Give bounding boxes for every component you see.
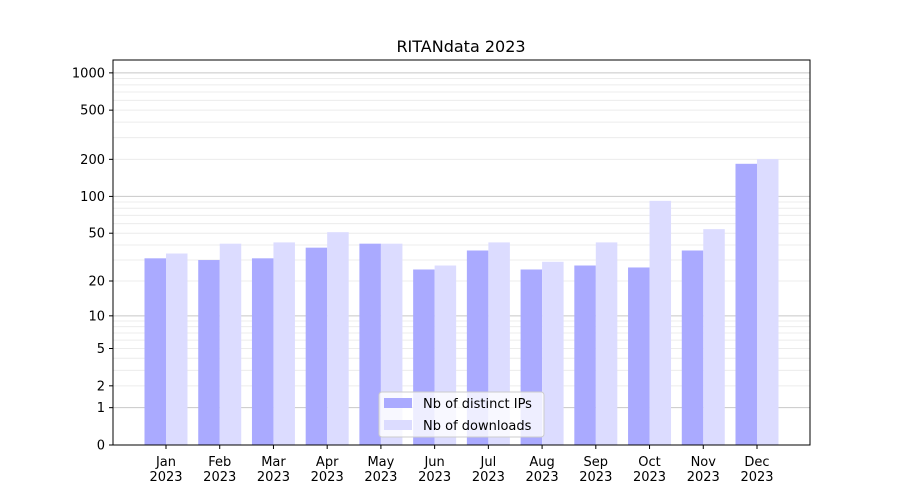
legend-label-downloads: Nb of downloads <box>423 419 532 434</box>
chart-title: RITANdata 2023 <box>396 37 525 56</box>
bar-distinct-ips <box>144 258 166 445</box>
bar-downloads <box>542 261 564 445</box>
x-tick-label: Oct 2023 <box>633 455 666 485</box>
x-tick-label: May 2023 <box>364 455 397 485</box>
legend: Nb of distinct IPs Nb of downloads <box>378 391 545 438</box>
bar-downloads <box>327 232 349 445</box>
bar-distinct-ips <box>735 163 757 445</box>
legend-swatch-downloads <box>384 420 412 430</box>
y-tick-label: 5 <box>97 342 105 357</box>
x-tick-label: Jan 2023 <box>149 455 182 485</box>
y-tick-label: 500 <box>80 104 105 119</box>
x-tick-label: Jun 2023 <box>418 455 451 485</box>
plot-frame <box>112 59 811 446</box>
y-tick-label: 0 <box>97 439 105 454</box>
bar-distinct-ips <box>305 247 328 445</box>
bar-downloads <box>166 253 188 445</box>
x-tick-label: Apr 2023 <box>311 455 344 485</box>
x-tick-label: Nov 2023 <box>687 455 720 485</box>
x-tick-label: Jul 2023 <box>472 455 505 485</box>
y-tick-label: 1000 <box>72 66 105 81</box>
bar-downloads <box>649 200 672 445</box>
y-tick-label: 10 <box>88 309 105 324</box>
y-tick-label: 20 <box>88 275 105 290</box>
x-tick-label: Feb 2023 <box>203 455 236 485</box>
bar-downloads <box>219 243 242 445</box>
y-tick-label: 1 <box>97 401 105 416</box>
y-tick-label: 2 <box>97 379 105 394</box>
bar-downloads <box>757 159 779 445</box>
legend-label-ips: Nb of distinct IPs <box>423 397 532 412</box>
bar-distinct-ips <box>681 250 704 445</box>
x-tick-label: Dec 2023 <box>740 455 773 485</box>
x-tick-label: Aug 2023 <box>526 455 559 485</box>
bar-distinct-ips <box>628 267 650 445</box>
legend-swatch-ips <box>384 398 412 408</box>
bar-distinct-ips <box>198 260 220 445</box>
x-tick-label: Sep 2023 <box>579 455 612 485</box>
y-tick-label: 200 <box>80 153 105 168</box>
bar-distinct-ips <box>359 243 381 445</box>
bar-downloads <box>703 229 725 445</box>
bar-downloads <box>595 242 618 445</box>
bar-distinct-ips <box>574 265 596 445</box>
y-tick-label: 100 <box>80 190 105 205</box>
bar-downloads <box>273 242 295 445</box>
x-tick-label: Mar 2023 <box>257 455 290 485</box>
bar-distinct-ips <box>251 258 274 445</box>
y-tick-label: 50 <box>88 227 105 242</box>
